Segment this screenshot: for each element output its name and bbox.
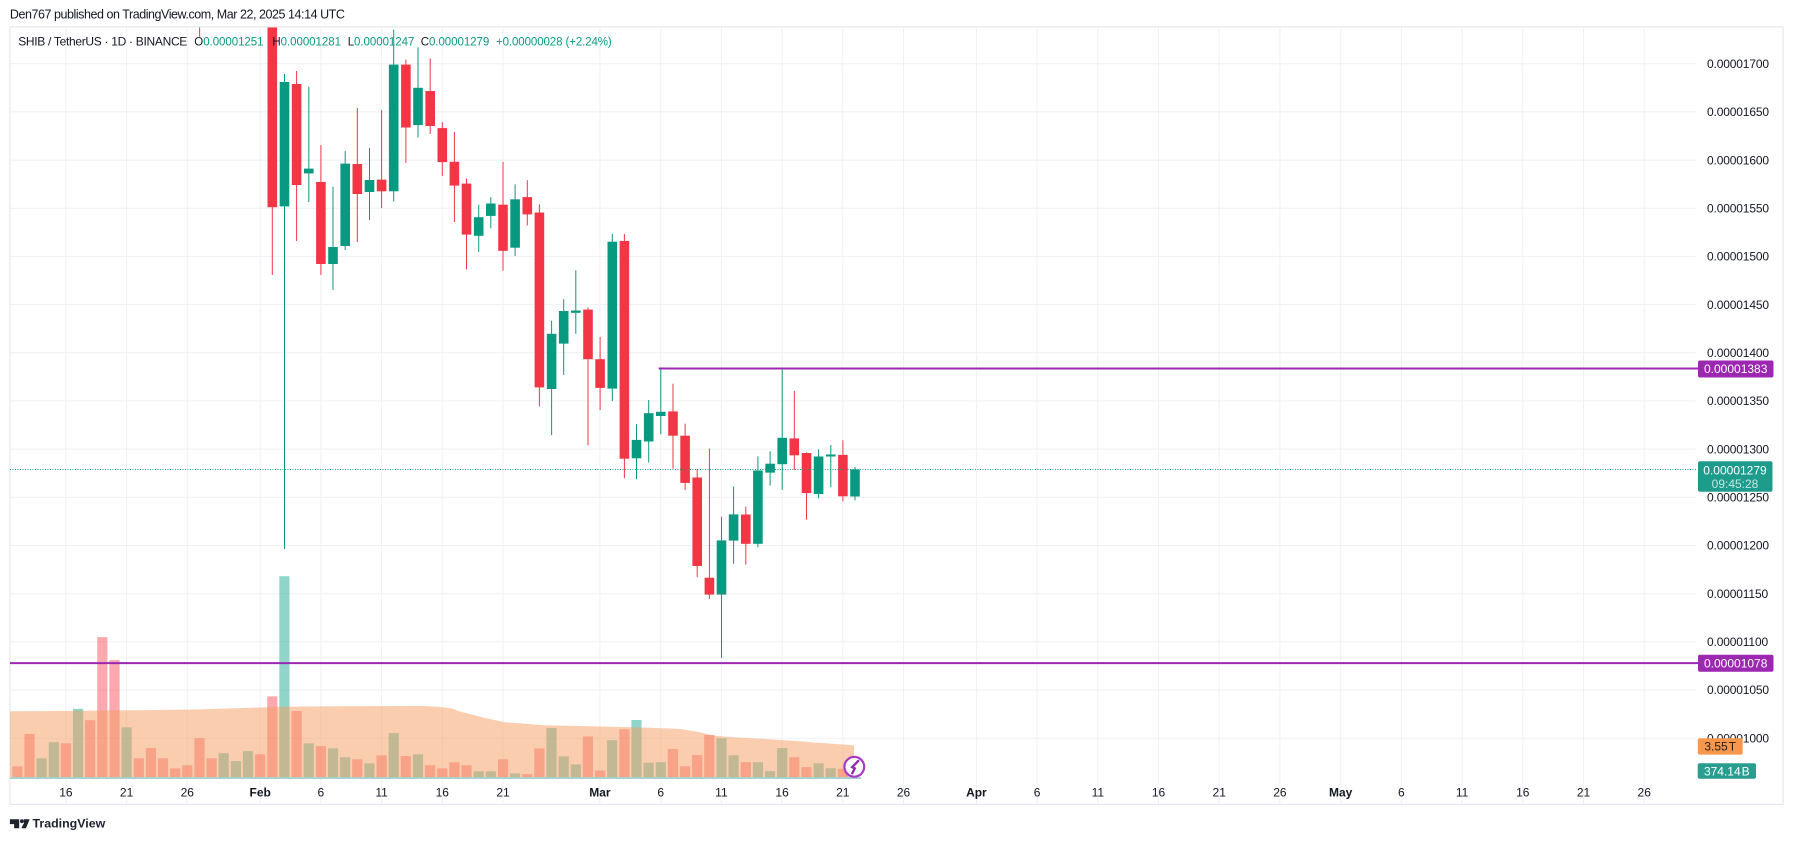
svg-text:H0.00001281: H0.00001281 [272, 36, 341, 48]
svg-text:0.00001600: 0.00001600 [1707, 153, 1769, 167]
svg-text:0.00001650: 0.00001650 [1707, 105, 1769, 119]
svg-text:Den767 published on TradingVie: Den767 published on TradingView.com, Mar… [10, 7, 345, 21]
svg-text:16: 16 [1516, 786, 1530, 800]
svg-text:09:45:28: 09:45:28 [1712, 477, 1759, 491]
svg-text:11: 11 [375, 786, 388, 800]
svg-text:0.00001279: 0.00001279 [1703, 464, 1767, 478]
svg-text:0.00001550: 0.00001550 [1707, 201, 1769, 215]
svg-text:11: 11 [1456, 786, 1469, 800]
svg-text:0.00001078: 0.00001078 [1704, 656, 1768, 670]
svg-text:0.00001383: 0.00001383 [1704, 362, 1768, 376]
svg-text:21: 21 [496, 786, 510, 800]
svg-text:11: 11 [715, 786, 728, 800]
svg-text:26: 26 [897, 786, 911, 800]
svg-text:26: 26 [181, 786, 195, 800]
svg-text:16: 16 [775, 786, 789, 800]
svg-text:21: 21 [120, 786, 134, 800]
svg-text:SHIB / TetherUS · 1D · BINANCE: SHIB / TetherUS · 1D · BINANCE [18, 34, 187, 48]
svg-text:0.00001250: 0.00001250 [1707, 491, 1769, 505]
svg-text:TradingView: TradingView [33, 816, 106, 830]
svg-text:0.00001150: 0.00001150 [1707, 587, 1768, 601]
svg-text:0.00001500: 0.00001500 [1707, 250, 1769, 264]
svg-text:May: May [1329, 786, 1353, 800]
svg-text:0.00001350: 0.00001350 [1707, 394, 1769, 408]
svg-text:26: 26 [1638, 786, 1652, 800]
svg-text:Apr: Apr [966, 786, 987, 800]
svg-text:6: 6 [318, 786, 325, 800]
svg-text:21: 21 [836, 786, 850, 800]
svg-text:+0.00000028 (+2.24%): +0.00000028 (+2.24%) [496, 36, 612, 48]
svg-text:6: 6 [1398, 786, 1405, 800]
svg-text:21: 21 [1213, 786, 1227, 800]
svg-text:Feb: Feb [250, 786, 271, 800]
svg-text:Mar: Mar [589, 786, 611, 800]
svg-text:0.00001200: 0.00001200 [1707, 539, 1769, 553]
svg-text:0.00001300: 0.00001300 [1707, 442, 1769, 456]
svg-text:16: 16 [436, 786, 450, 800]
svg-text:0.00001050: 0.00001050 [1707, 683, 1769, 697]
svg-text:11: 11 [1092, 786, 1105, 800]
svg-text:16: 16 [59, 786, 73, 800]
svg-text:3.55 T: 3.55 T [1704, 740, 1736, 754]
svg-text:6: 6 [1034, 786, 1041, 800]
svg-text:L0.00001247: L0.00001247 [348, 36, 415, 48]
svg-text:21: 21 [1577, 786, 1591, 800]
svg-text:26: 26 [1273, 786, 1287, 800]
svg-text:0.00001700: 0.00001700 [1707, 57, 1769, 71]
svg-text:0.00001100: 0.00001100 [1707, 635, 1768, 649]
svg-text:0.00001400: 0.00001400 [1707, 346, 1769, 360]
svg-text:O0.00001251: O0.00001251 [194, 36, 263, 48]
svg-text:6: 6 [657, 786, 664, 800]
svg-text:C0.00001279: C0.00001279 [421, 36, 490, 48]
svg-text:374.14 B: 374.14 B [1704, 764, 1750, 778]
svg-text:16: 16 [1152, 786, 1166, 800]
svg-text:0.00001450: 0.00001450 [1707, 298, 1769, 312]
